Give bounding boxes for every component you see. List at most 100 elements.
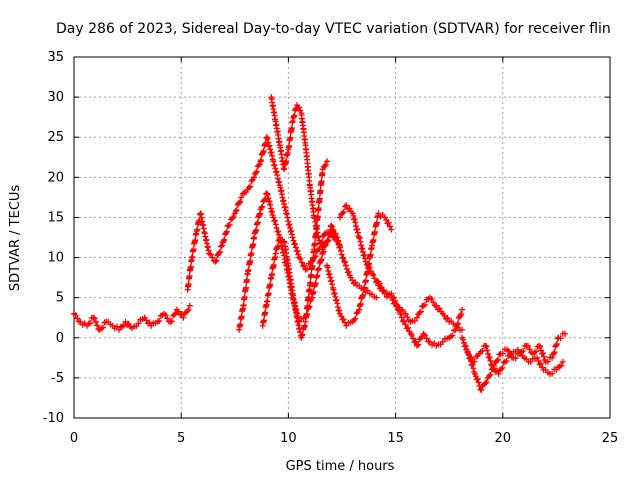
data-point (402, 321, 409, 328)
data-point (393, 303, 400, 310)
data-point (464, 348, 471, 355)
data-point (387, 223, 394, 230)
data-point (392, 300, 399, 307)
data-point (324, 237, 331, 244)
data-point (396, 307, 403, 314)
data-point (292, 244, 299, 251)
data-point (313, 230, 320, 237)
data-point (539, 350, 546, 357)
data-point (357, 300, 364, 307)
data-point (310, 254, 317, 261)
y-tick-label: 30 (47, 90, 64, 105)
data-point (72, 312, 79, 319)
data-point (164, 315, 171, 322)
data-point (364, 287, 371, 294)
y-tick-label: 35 (47, 50, 64, 65)
data-point (273, 225, 280, 232)
y-tick-label: 0 (56, 331, 64, 346)
data-point (363, 277, 370, 284)
data-point (402, 310, 409, 317)
data-point (241, 294, 248, 301)
data-point (340, 209, 347, 216)
data-point (335, 237, 342, 244)
data-point (422, 332, 429, 339)
data-point (260, 317, 267, 324)
data-point (230, 214, 237, 221)
data-point (371, 228, 378, 235)
data-point (269, 270, 276, 277)
data-point (243, 284, 250, 291)
data-point (254, 219, 261, 226)
series-track-d (259, 158, 330, 341)
data-point (490, 365, 497, 372)
data-point (287, 134, 294, 141)
data-point (486, 354, 493, 361)
series-track-a (184, 134, 341, 293)
series-baseline (71, 302, 193, 333)
data-point (168, 318, 175, 325)
data-point (370, 271, 377, 278)
data-point (471, 358, 478, 365)
data-point (559, 358, 566, 365)
data-point (296, 104, 303, 111)
data-point (292, 240, 299, 247)
data-point (187, 263, 194, 270)
data-point (99, 324, 106, 331)
x-tick-label: 20 (495, 431, 512, 446)
data-point (359, 292, 366, 299)
y-tick-label: 5 (56, 291, 64, 306)
data-point (428, 296, 435, 303)
data-point (342, 259, 349, 266)
data-point (371, 275, 378, 282)
data-point (288, 125, 295, 132)
data-point (296, 254, 303, 261)
data-point (248, 250, 255, 257)
data-point (272, 217, 278, 224)
data-point (301, 262, 308, 269)
data-point (143, 317, 150, 324)
data-point (251, 174, 258, 181)
data-point (485, 350, 492, 357)
data-point (253, 226, 260, 233)
data-point (290, 237, 297, 244)
data-point (551, 349, 558, 356)
data-point (417, 308, 424, 315)
data-point (369, 270, 376, 277)
series-track-c (268, 94, 343, 253)
data-point (221, 236, 228, 243)
data-point (380, 287, 387, 294)
data-point (77, 318, 84, 325)
data-point (416, 309, 423, 316)
data-point (470, 365, 477, 372)
data-point (339, 210, 346, 217)
data-point (342, 262, 349, 269)
data-point (549, 354, 556, 361)
data-point (338, 251, 345, 258)
data-point (426, 338, 433, 345)
data-point (444, 314, 451, 321)
data-point (524, 343, 531, 350)
data-point (370, 236, 377, 243)
data-point (327, 228, 334, 235)
data-point (340, 316, 347, 323)
data-point (558, 362, 565, 369)
x-axis-label: GPS time / hours (286, 459, 395, 474)
data-point (330, 227, 337, 234)
data-point (487, 357, 494, 364)
data-point (454, 321, 461, 328)
data-point (381, 290, 388, 297)
data-point (423, 335, 430, 342)
data-point (264, 298, 271, 305)
data-point (404, 314, 411, 321)
data-point (343, 322, 350, 329)
data-point (299, 331, 306, 338)
x-tick-label: 0 (70, 431, 78, 446)
data-point (238, 194, 245, 201)
data-point (194, 226, 201, 233)
data-point (289, 234, 296, 241)
data-point (495, 356, 502, 363)
data-point (294, 247, 301, 254)
data-point (175, 308, 182, 315)
data-point (351, 316, 358, 323)
data-point (459, 306, 466, 313)
